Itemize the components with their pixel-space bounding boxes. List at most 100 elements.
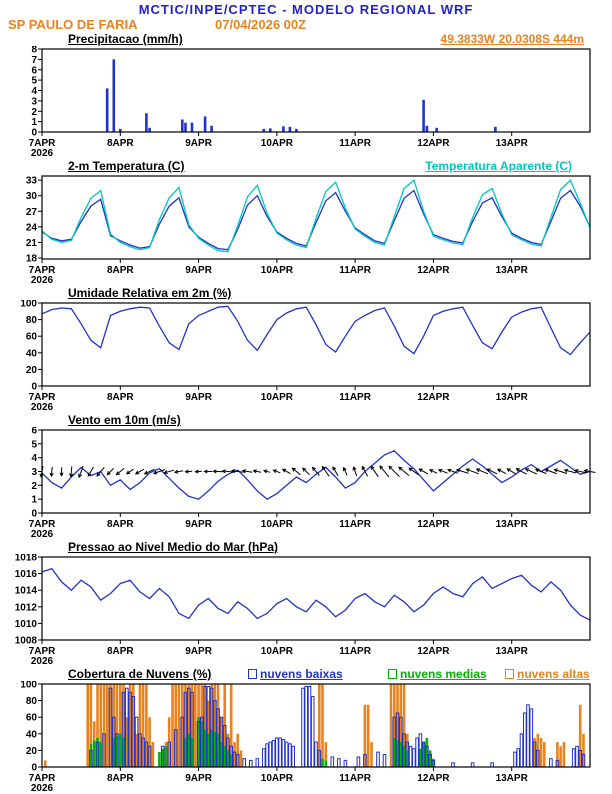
- svg-text:2026: 2026: [31, 656, 54, 667]
- precipitation-title-row: Precipitacao (mm/h) 49.3833W 20.0308S 44…: [0, 32, 612, 46]
- svg-text:0: 0: [31, 509, 37, 520]
- svg-text:100: 100: [20, 681, 37, 691]
- svg-text:8APR: 8APR: [107, 265, 134, 276]
- svg-text:11APR: 11APR: [339, 519, 371, 530]
- svg-text:12APR: 12APR: [417, 646, 450, 657]
- svg-text:1016: 1016: [15, 569, 38, 580]
- station-header: SP PAULO DE FARIA 07/04/2026 00Z: [0, 17, 612, 32]
- svg-text:9APR: 9APR: [185, 392, 212, 403]
- page-header: MCTIC/INPE/CPTEC - MODELO REGIONAL WRF S…: [0, 0, 612, 32]
- wind-title: Vento em 10m (m/s): [68, 413, 181, 427]
- svg-text:11APR: 11APR: [339, 646, 371, 657]
- panel-temperature: 2-m Temperatura (C) Temperatura Aparente…: [0, 159, 612, 286]
- svg-text:9APR: 9APR: [185, 773, 212, 784]
- temperature-title-row: 2-m Temperatura (C) Temperatura Aparente…: [0, 159, 612, 173]
- svg-text:5: 5: [31, 439, 37, 450]
- svg-text:4: 4: [31, 453, 37, 464]
- svg-text:3: 3: [31, 96, 37, 107]
- svg-text:8APR: 8APR: [107, 646, 134, 657]
- svg-text:13APR: 13APR: [496, 392, 529, 403]
- legend-label-baixas: nuvens baixas: [260, 667, 343, 681]
- svg-text:10APR: 10APR: [261, 392, 294, 403]
- pressure-title: Pressao ao Nivel Medio do Mar (hPa): [68, 540, 278, 554]
- svg-text:40: 40: [26, 348, 38, 359]
- svg-text:60: 60: [26, 332, 38, 343]
- svg-text:60: 60: [26, 713, 38, 724]
- svg-text:20: 20: [26, 365, 38, 376]
- svg-text:13APR: 13APR: [496, 773, 529, 784]
- svg-text:30: 30: [26, 191, 38, 202]
- svg-text:18: 18: [26, 254, 38, 265]
- svg-text:11APR: 11APR: [339, 392, 371, 403]
- svg-text:13APR: 13APR: [496, 138, 529, 149]
- svg-text:24: 24: [26, 222, 38, 233]
- svg-text:12APR: 12APR: [417, 392, 450, 403]
- svg-text:10APR: 10APR: [261, 265, 294, 276]
- svg-text:8APR: 8APR: [107, 773, 134, 784]
- svg-text:1008: 1008: [15, 636, 38, 647]
- clouds-title: Cobertura de Nuvens (%): [68, 667, 211, 681]
- legend-label-altas: nuvens altas: [517, 667, 590, 681]
- svg-text:8: 8: [31, 46, 37, 56]
- svg-text:0: 0: [31, 128, 37, 139]
- svg-text:10APR: 10APR: [261, 646, 294, 657]
- location-label: 49.3833W 20.0308S 444m: [441, 32, 584, 46]
- svg-text:80: 80: [26, 315, 38, 326]
- svg-text:9APR: 9APR: [185, 265, 212, 276]
- svg-text:2: 2: [31, 107, 37, 118]
- svg-text:8APR: 8APR: [107, 138, 134, 149]
- legend-label-medias: nuvens medias: [400, 667, 487, 681]
- svg-text:13APR: 13APR: [496, 519, 529, 530]
- svg-text:13APR: 13APR: [496, 646, 529, 657]
- svg-text:9APR: 9APR: [185, 138, 212, 149]
- clouds-title-row: Cobertura de Nuvens (%) nuvens baixas nu…: [0, 667, 612, 681]
- svg-text:12APR: 12APR: [417, 138, 450, 149]
- svg-text:1018: 1018: [15, 554, 38, 564]
- svg-text:2026: 2026: [31, 275, 54, 286]
- panel-precipitation: Precipitacao (mm/h) 49.3833W 20.0308S 44…: [0, 32, 612, 159]
- svg-text:7: 7: [31, 55, 37, 66]
- legend-box-baixas-icon: [248, 669, 257, 679]
- svg-text:33: 33: [26, 176, 38, 187]
- wind-title-row: Vento em 10m (m/s): [0, 413, 612, 427]
- svg-text:80: 80: [26, 696, 38, 707]
- svg-text:6: 6: [31, 65, 37, 76]
- svg-text:20: 20: [26, 746, 38, 757]
- svg-text:5: 5: [31, 76, 37, 87]
- svg-text:8APR: 8APR: [107, 392, 134, 403]
- svg-text:1012: 1012: [15, 602, 38, 613]
- panel-pressure: Pressao ao Nivel Medio do Mar (hPa) 1008…: [0, 540, 612, 667]
- legend-box-medias-icon: [388, 669, 397, 679]
- model-title: MCTIC/INPE/CPTEC - MODELO REGIONAL WRF: [0, 2, 612, 17]
- svg-text:9APR: 9APR: [185, 646, 212, 657]
- svg-text:21: 21: [26, 238, 38, 249]
- svg-text:1: 1: [31, 117, 37, 128]
- svg-text:1: 1: [31, 495, 37, 506]
- svg-text:11APR: 11APR: [339, 265, 371, 276]
- svg-text:0: 0: [31, 382, 37, 393]
- svg-text:11APR: 11APR: [339, 773, 371, 784]
- humidity-title: Umidade Relativa em 2m (%): [68, 286, 231, 300]
- svg-text:9APR: 9APR: [185, 519, 212, 530]
- svg-text:27: 27: [26, 207, 38, 218]
- svg-text:6: 6: [31, 427, 37, 437]
- svg-text:2026: 2026: [31, 148, 54, 159]
- svg-text:4: 4: [31, 86, 37, 97]
- svg-text:1010: 1010: [15, 619, 38, 630]
- svg-text:3: 3: [31, 467, 37, 478]
- temperature-title: 2-m Temperatura (C): [68, 159, 184, 173]
- svg-text:8APR: 8APR: [107, 519, 134, 530]
- svg-text:0: 0: [31, 763, 37, 774]
- svg-text:2026: 2026: [31, 783, 54, 794]
- svg-text:12APR: 12APR: [417, 773, 450, 784]
- svg-text:2026: 2026: [31, 402, 54, 413]
- svg-text:13APR: 13APR: [496, 265, 529, 276]
- legend-nuvens-medias: nuvens medias: [388, 667, 487, 681]
- svg-text:11APR: 11APR: [339, 138, 371, 149]
